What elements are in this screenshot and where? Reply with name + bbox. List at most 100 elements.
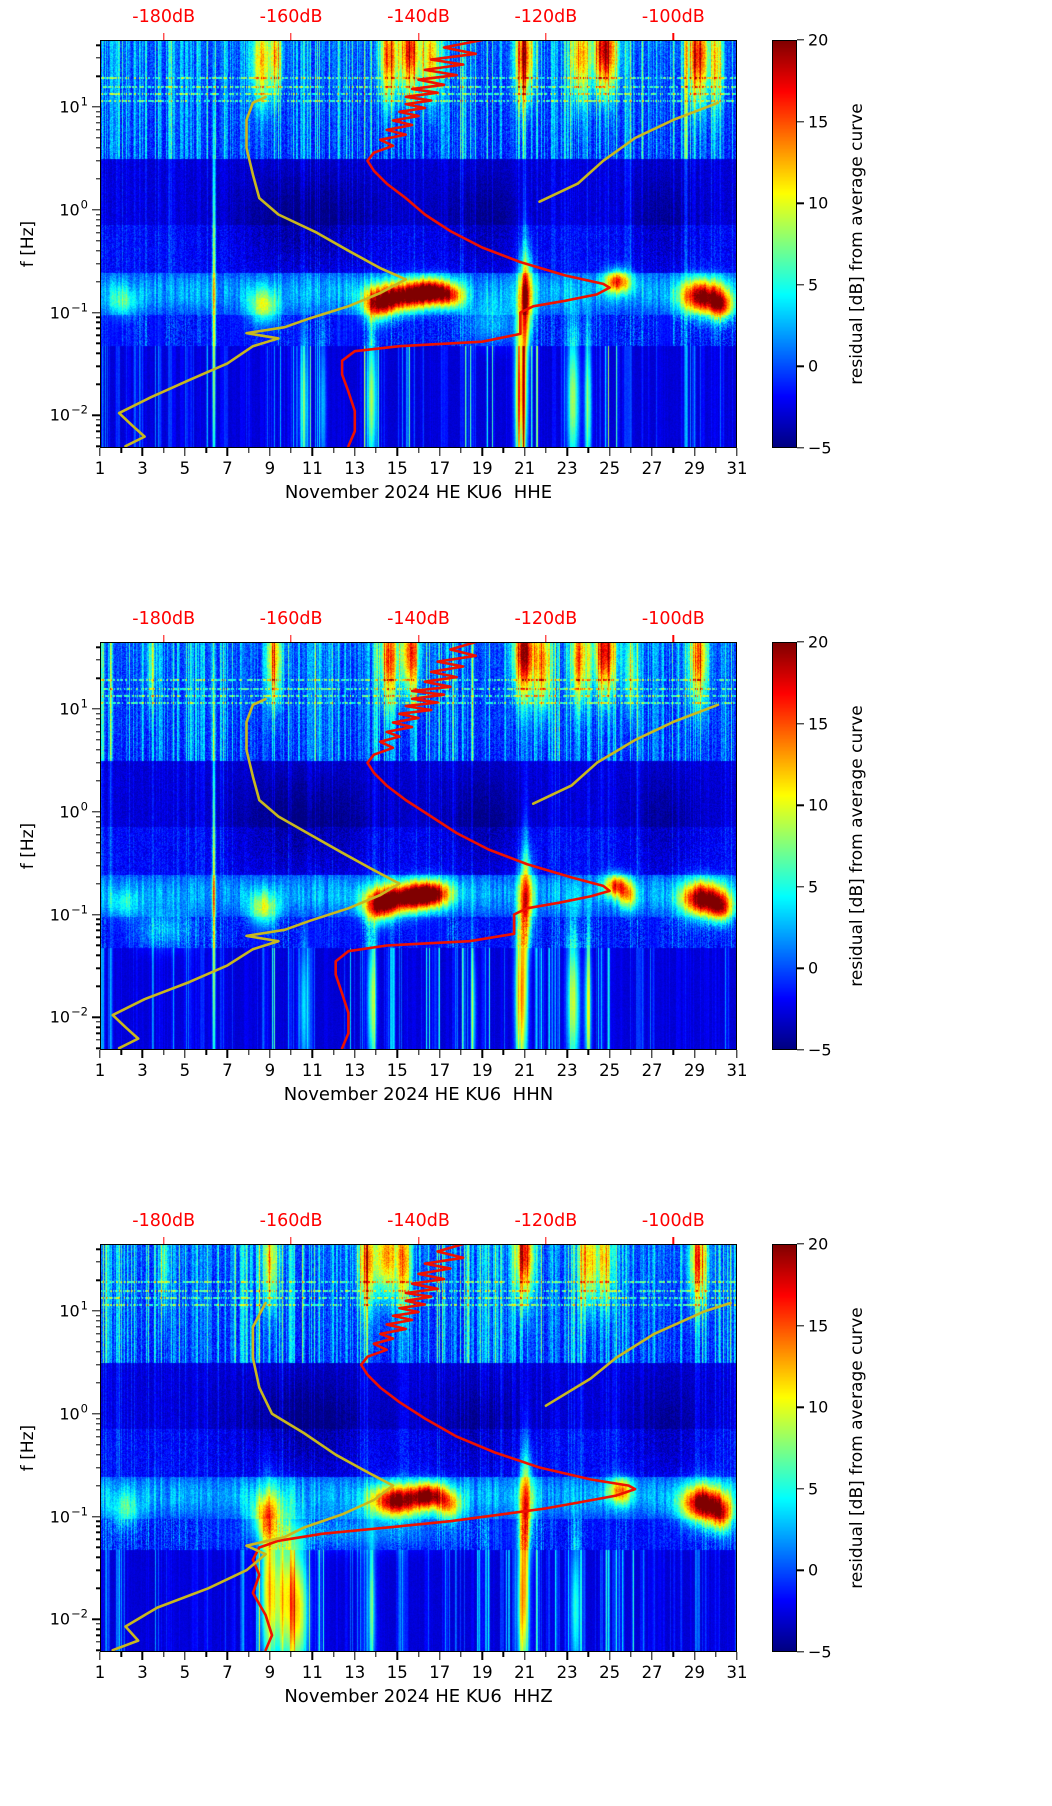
- average-psd-curve-red: [334, 642, 611, 1050]
- colorbar-tick: [797, 284, 804, 286]
- colorbar-tick-label: 10: [808, 795, 829, 815]
- x-axis-tick: [608, 448, 611, 456]
- x-axis-tick-label: 13: [344, 1663, 366, 1682]
- y-axis-tick-label: 10−2: [49, 402, 88, 425]
- colorbar-tick-label: 15: [808, 112, 829, 132]
- colorbar-tick-label: 5: [808, 275, 819, 295]
- x-axis-tick: [141, 448, 144, 456]
- colorbar-tick: [797, 1569, 804, 1572]
- colorbar: residual [dB] from average curve 20 15 10 5…: [772, 31, 867, 458]
- colorbar-tick-label: 5: [808, 877, 819, 897]
- x-axis-tick-label: 21: [514, 459, 536, 478]
- x-axis-minor-tick: [502, 448, 505, 453]
- y-axis-tick: [92, 811, 100, 813]
- y-axis-minor-tick: [95, 383, 100, 386]
- x-axis-tick: [608, 1652, 611, 1660]
- x-axis-tick-label: 15: [386, 1663, 408, 1682]
- y-axis-minor-tick: [95, 111, 100, 113]
- y-axis-minor-tick: [95, 160, 100, 162]
- colorbar-tick: [797, 202, 804, 204]
- y-axis-minor-tick: [95, 851, 100, 854]
- colorbar-tick-label: 0: [808, 958, 819, 978]
- x-axis-tick: [396, 1050, 398, 1058]
- colorbar-tick: [797, 967, 804, 970]
- x-axis-tick: [523, 448, 526, 456]
- x-axis-tick-label: 31: [726, 1061, 748, 1080]
- top-axis-db-label: -120dB: [514, 1211, 578, 1231]
- top-axis-tick: [545, 1237, 547, 1244]
- y-axis-minor-tick: [95, 321, 100, 324]
- x-axis-tick-label: 7: [222, 1663, 233, 1682]
- y-axis-tick: [92, 1515, 100, 1518]
- y-axis-tick: [92, 708, 100, 710]
- x-axis-tick: [439, 1652, 441, 1660]
- y-axis-minor-tick: [95, 1569, 100, 1571]
- x-axis-minor-tick: [715, 1050, 717, 1055]
- x-axis-tick-label: 31: [726, 1663, 748, 1682]
- x-axis-tick: [141, 1050, 144, 1058]
- spectrogram-panel-hhz: f [Hz] November 2024 HE KU6 HHZ -180dB -1…: [0, 1204, 1052, 1806]
- x-axis-tick: [693, 1652, 696, 1660]
- top-axis-tick: [545, 635, 547, 642]
- x-axis-tick: [693, 1050, 696, 1058]
- x-axis-tick: [736, 1050, 738, 1058]
- y-axis-label: f [Hz]: [18, 220, 38, 268]
- x-axis-tick-label: 5: [179, 459, 191, 478]
- x-axis-minor-tick: [417, 448, 420, 453]
- y-axis-tick: [92, 1310, 100, 1312]
- x-axis-minor-tick: [290, 448, 292, 453]
- x-axis-tick: [481, 1050, 483, 1058]
- x-axis-tick: [99, 448, 101, 456]
- x-axis-tick-label: 17: [429, 1061, 451, 1080]
- y-axis-minor-tick: [95, 44, 100, 46]
- y-axis-minor-tick: [95, 821, 100, 823]
- y-axis-tick-label: 101: [59, 696, 88, 719]
- colorbar-tick-label: 10: [808, 193, 829, 213]
- x-axis-minor-tick: [715, 1652, 717, 1657]
- colorbar-tick: [797, 1324, 804, 1327]
- x-axis-minor-tick: [162, 1652, 165, 1657]
- y-axis-tick: [92, 1618, 100, 1620]
- x-axis-tick-label: 13: [344, 459, 366, 478]
- y-axis-minor-tick: [95, 262, 100, 265]
- plot-area: f [Hz] November 2024 HE KU6 HHE -180dB -1…: [18, 7, 748, 503]
- curves-overlay: [117, 40, 720, 448]
- y-axis-minor-tick: [95, 1649, 100, 1651]
- y-axis-minor-tick: [95, 1423, 100, 1425]
- y-axis-minor-tick: [95, 1587, 100, 1590]
- x-axis-minor-tick: [162, 1050, 165, 1055]
- x-axis-tick-label: 19: [471, 459, 493, 478]
- x-axis-minor-tick: [247, 1652, 250, 1657]
- x-axis-minor-tick: [672, 448, 674, 453]
- y-axis-minor-tick: [95, 724, 100, 726]
- y-axis-minor-tick: [95, 231, 100, 234]
- y-axis-minor-tick: [95, 1546, 100, 1549]
- x-axis-tick-label: 23: [556, 459, 578, 478]
- y-axis-minor-tick: [95, 129, 100, 131]
- top-axis-tick: [290, 635, 292, 642]
- top-axis-tick: [672, 33, 674, 40]
- y-axis-minor-tick: [95, 342, 100, 345]
- top-axis-tick: [672, 1237, 674, 1244]
- top-axis-tick: [290, 33, 292, 40]
- x-axis-minor-tick: [587, 448, 590, 453]
- colorbar-axis-label: residual [dB] from average curve: [847, 103, 867, 385]
- colorbar-canvas: [772, 1244, 797, 1652]
- x-axis-tick-label: 3: [137, 459, 148, 478]
- top-axis-db-label: -180dB: [132, 7, 196, 27]
- x-axis-tick: [354, 1652, 356, 1660]
- x-axis-minor-tick: [502, 1652, 505, 1657]
- top-axis-db-label: -100dB: [641, 7, 705, 27]
- x-axis-minor-tick: [332, 448, 335, 453]
- x-axis-tick-label: 27: [641, 1061, 663, 1080]
- y-axis-minor-tick: [95, 1351, 100, 1353]
- x-axis-minor-tick: [375, 1050, 377, 1055]
- x-axis-minor-tick: [587, 1652, 590, 1657]
- y-axis-tick: [92, 414, 100, 416]
- colorbar-tick-label: 0: [808, 356, 819, 376]
- x-axis-tick: [141, 1652, 144, 1660]
- x-axis-tick-label: 23: [556, 1061, 578, 1080]
- top-axis-db-label: -180dB: [132, 1211, 196, 1231]
- y-axis-minor-tick: [95, 718, 100, 720]
- top-axis-db-label: -120dB: [514, 7, 578, 27]
